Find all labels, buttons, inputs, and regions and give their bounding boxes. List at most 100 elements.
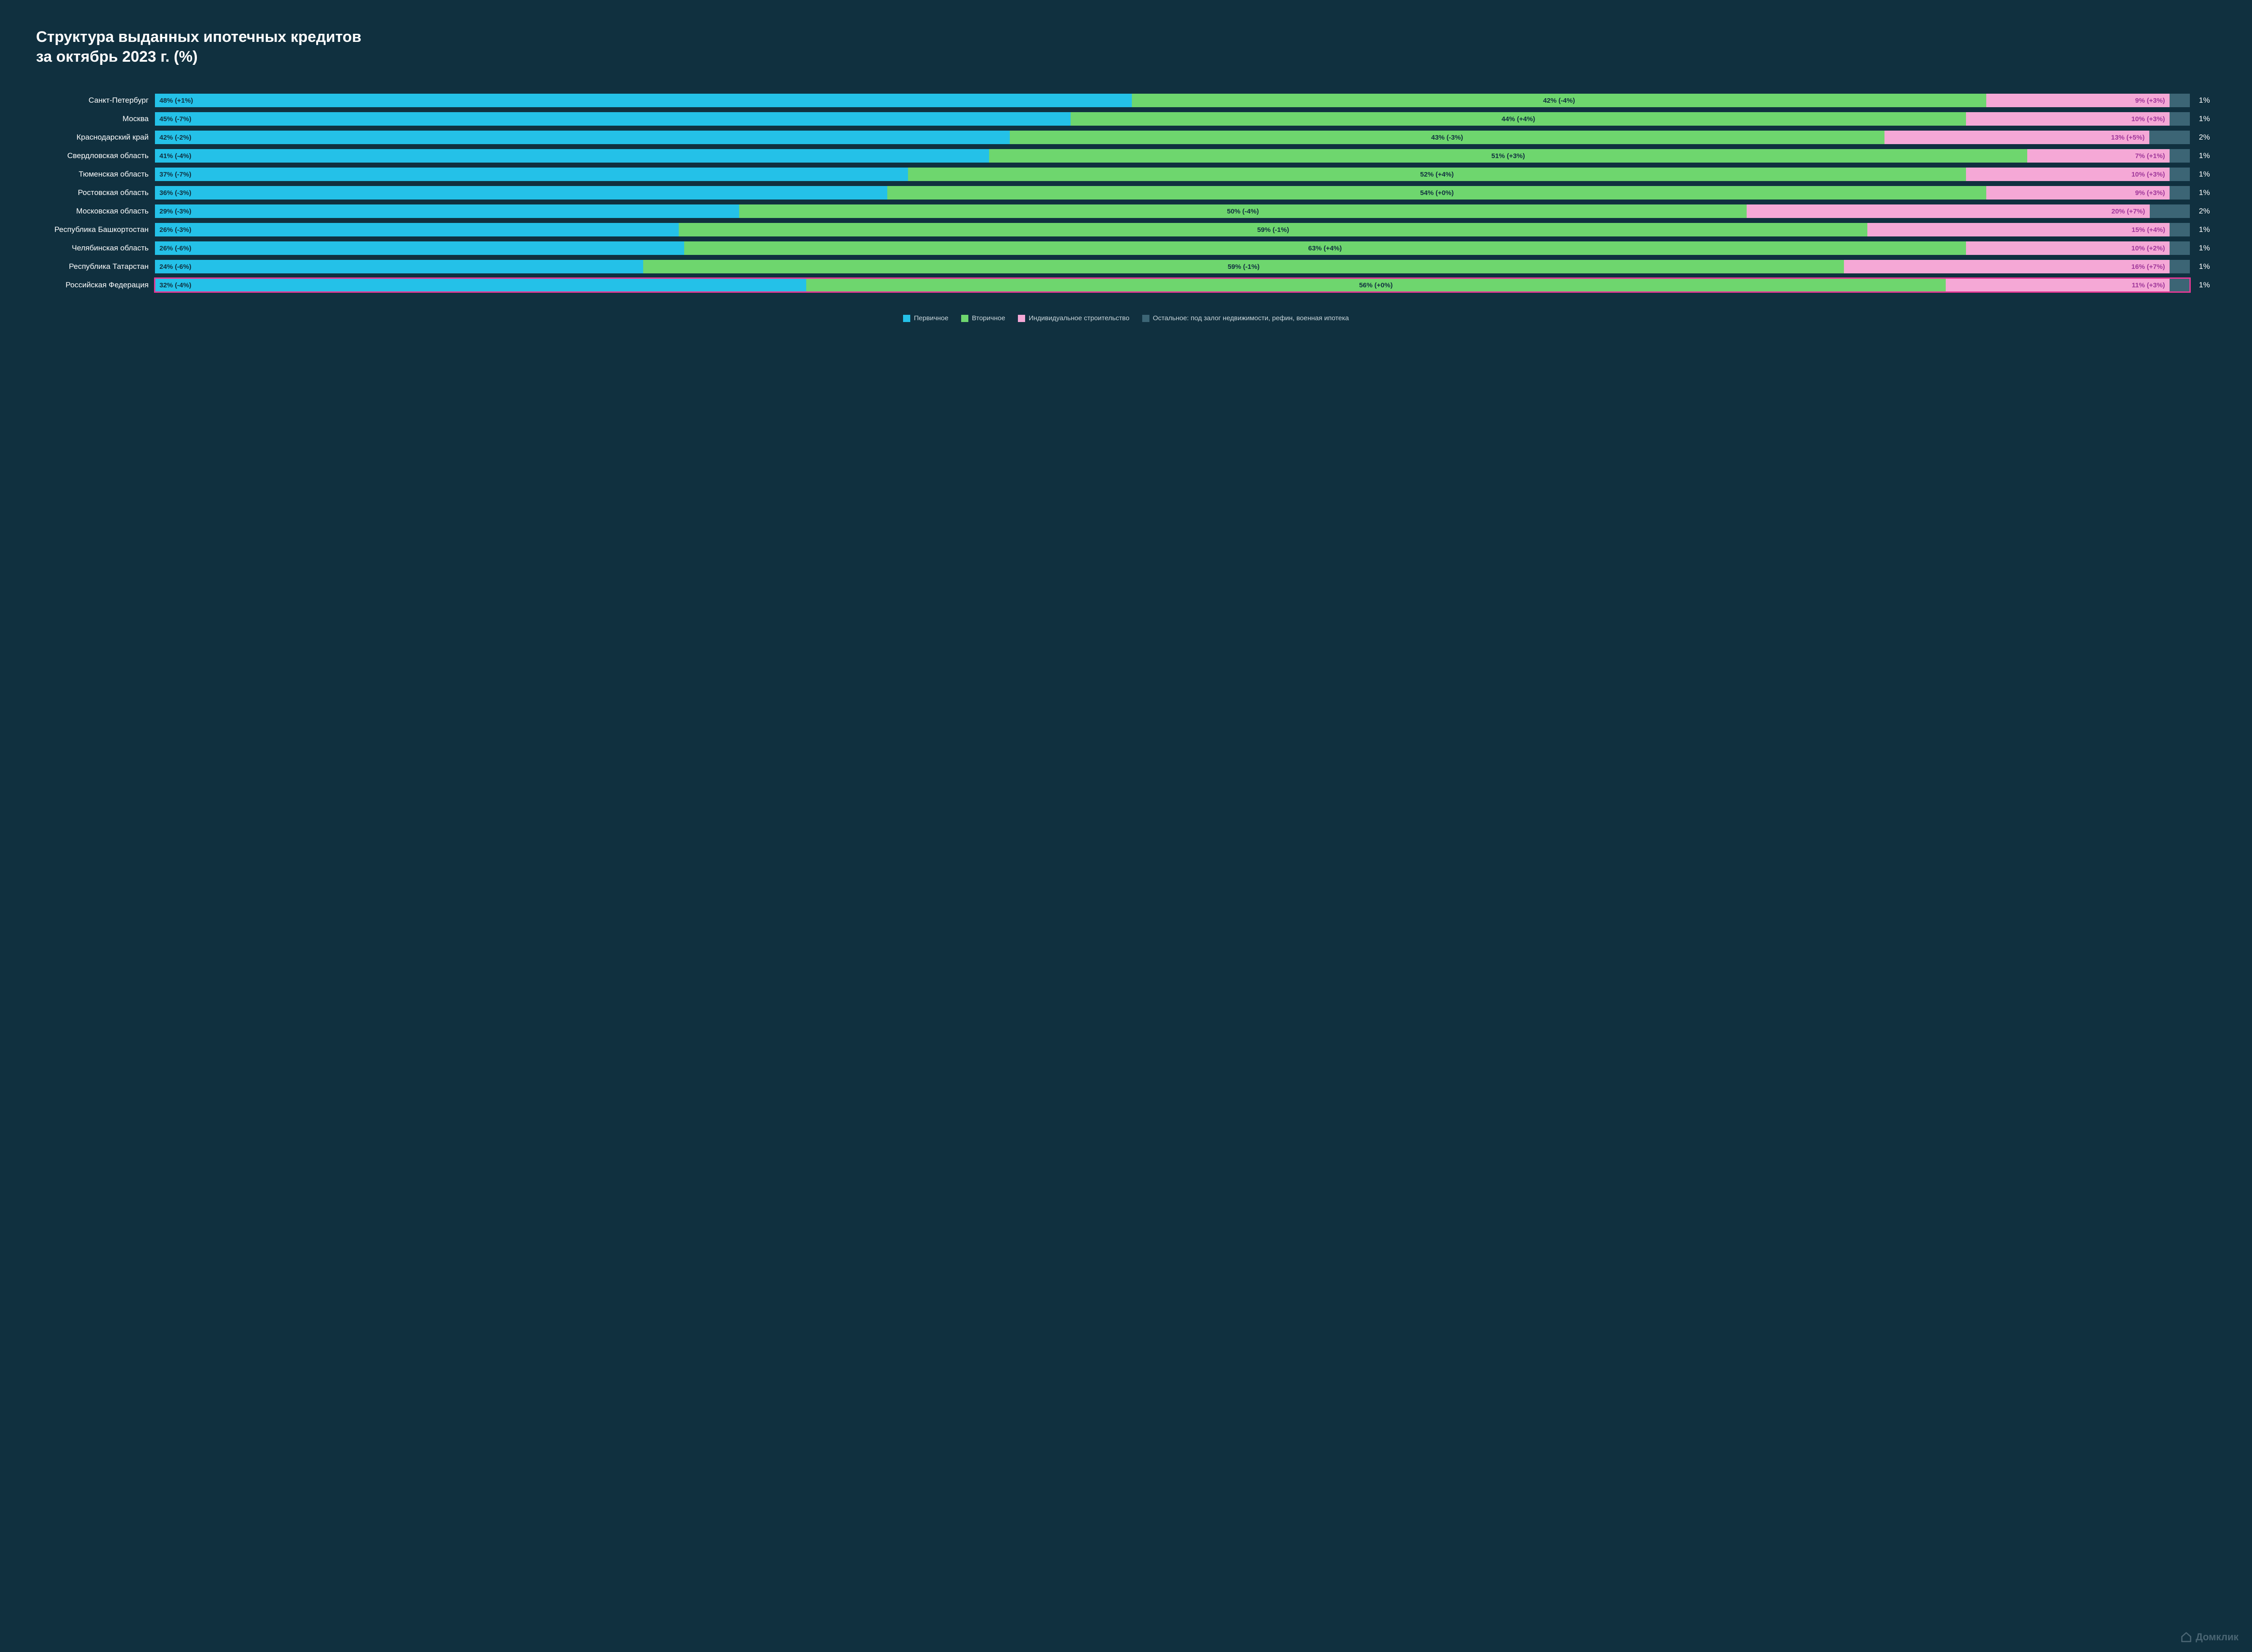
bar-segment-primary: 45% (-7%) <box>155 112 1071 126</box>
bar-segment-secondary: 52% (+4%) <box>908 168 1966 181</box>
chart-row: Челябинская область26% (-6%)63% (+4%)10%… <box>36 241 2216 255</box>
bar-segment-other <box>2150 204 2190 218</box>
bar-segment-other <box>2170 112 2190 126</box>
legend-label: Остальное: под залог недвижимости, рефин… <box>1153 314 1349 322</box>
bar-segment-individual: 20% (+7%) <box>1747 204 2150 218</box>
legend-label: Первичное <box>914 314 949 322</box>
tail-value: 1% <box>2196 244 2216 253</box>
bar-segment-primary: 26% (-6%) <box>155 241 684 255</box>
bar: 24% (-6%)59% (-1%)16% (+7%) <box>155 260 2190 273</box>
legend-item: Первичное <box>903 314 949 322</box>
bar-segment-secondary: 42% (-4%) <box>1132 94 1987 107</box>
bar-segment-primary: 42% (-2%) <box>155 131 1010 144</box>
title-line-1: Структура выданных ипотечных кредитов <box>36 28 361 45</box>
row-label: Московская область <box>36 207 149 216</box>
tail-value: 1% <box>2196 262 2216 271</box>
bar-segment-secondary: 44% (+4%) <box>1071 112 1966 126</box>
legend-item: Вторичное <box>961 314 1005 322</box>
bar-segment-individual: 10% (+3%) <box>1966 168 2170 181</box>
bar-segment-individual: 10% (+3%) <box>1966 112 2170 126</box>
legend-swatch <box>961 315 968 322</box>
bar-segment-individual: 9% (+3%) <box>1986 186 2170 200</box>
bar-segment-primary: 37% (-7%) <box>155 168 908 181</box>
chart-row: Свердловская область 41% (-4%)51% (+3%)7%… <box>36 149 2216 163</box>
bar: 36% (-3%)54% (+0%)9% (+3%) <box>155 186 2190 200</box>
bar-segment-secondary: 56% (+0%) <box>806 278 1946 292</box>
title-line-2: за октябрь 2023 г. (%) <box>36 48 198 65</box>
bar-segment-individual: 15% (+4%) <box>1867 223 2170 236</box>
bar-segment-other <box>2170 260 2190 273</box>
bar-segment-primary: 36% (-3%) <box>155 186 887 200</box>
bar-segment-secondary: 50% (-4%) <box>739 204 1747 218</box>
bar-segment-individual: 13% (+5%) <box>1884 131 2149 144</box>
bar: 26% (-6%)63% (+4%)10% (+2%) <box>155 241 2190 255</box>
bar: 32% (-4%)56% (+0%)11% (+3%) <box>155 278 2190 292</box>
chart-row: Москва 45% (-7%)44% (+4%)10% (+3%) 1% <box>36 112 2216 126</box>
bar-segment-other <box>2170 94 2190 107</box>
legend: Первичное Вторичное Индивидуальное строите… <box>36 314 2216 322</box>
domclick-logo: Домклик <box>2180 1631 2238 1643</box>
row-label: Тюменская область <box>36 170 149 179</box>
bar-segment-other <box>2170 186 2190 200</box>
bar-segment-secondary: 59% (-1%) <box>679 223 1867 236</box>
house-icon <box>2180 1631 2192 1643</box>
bar-segment-other <box>2170 241 2190 255</box>
bar-segment-primary: 24% (-6%) <box>155 260 643 273</box>
bar-segment-secondary: 51% (+3%) <box>989 149 2027 163</box>
tail-value: 1% <box>2196 151 2216 160</box>
row-label: Российская Федерация <box>36 281 149 290</box>
chart-row: Республика Татарстан 24% (-6%)59% (-1%)16… <box>36 260 2216 273</box>
row-label: Санкт-Петербург <box>36 96 149 105</box>
stacked-bar-chart: Санкт-Петербург48% (+1%)42% (-4%)9% (+3%… <box>36 94 2216 292</box>
bar: 26% (-3%)59% (-1%)15% (+4%) <box>155 223 2190 236</box>
chart-row: Санкт-Петербург 48% (+1%)42% (-4%)9% (+3%… <box>36 94 2216 107</box>
bar: 45% (-7%)44% (+4%)10% (+3%) <box>155 112 2190 126</box>
bar-segment-individual: 10% (+2%) <box>1966 241 2170 255</box>
row-label: Ростовская область <box>36 188 149 197</box>
bar-segment-secondary: 43% (-3%) <box>1010 131 1885 144</box>
logo-text: Домклик <box>2196 1631 2238 1643</box>
legend-label: Индивидуальное строительство <box>1029 314 1130 322</box>
bar-segment-primary: 48% (+1%) <box>155 94 1132 107</box>
bar-segment-other <box>2170 149 2190 163</box>
chart-row: Краснодарский край 42% (-2%)43% (-3%)13% … <box>36 131 2216 144</box>
legend-swatch <box>1142 315 1149 322</box>
tail-value: 1% <box>2196 225 2216 234</box>
tail-value: 1% <box>2196 188 2216 197</box>
bar-segment-primary: 26% (-3%) <box>155 223 679 236</box>
bar-segment-other <box>2149 131 2190 144</box>
tail-value: 2% <box>2196 133 2216 142</box>
bar-segment-primary: 41% (-4%) <box>155 149 989 163</box>
row-label: Москва <box>36 114 149 123</box>
bar: 48% (+1%)42% (-4%)9% (+3%) <box>155 94 2190 107</box>
bar-segment-individual: 16% (+7%) <box>1844 260 2170 273</box>
chart-row: Московская область 29% (-3%)50% (-4%)20% … <box>36 204 2216 218</box>
legend-swatch <box>903 315 910 322</box>
tail-value: 1% <box>2196 114 2216 123</box>
bar-segment-primary: 32% (-4%) <box>155 278 806 292</box>
bar: 41% (-4%)51% (+3%)7% (+1%) <box>155 149 2190 163</box>
bar-segment-primary: 29% (-3%) <box>155 204 739 218</box>
legend-item: Остальное: под залог недвижимости, рефин… <box>1142 314 1349 322</box>
bar: 37% (-7%)52% (+4%)10% (+3%) <box>155 168 2190 181</box>
legend-item: Индивидуальное строительство <box>1018 314 1130 322</box>
bar-segment-other <box>2170 223 2190 236</box>
row-label: Свердловская область <box>36 151 149 160</box>
bar: 29% (-3%)50% (-4%)20% (+7%) <box>155 204 2190 218</box>
bar-segment-secondary: 63% (+4%) <box>684 241 1966 255</box>
bar-segment-secondary: 54% (+0%) <box>887 186 1986 200</box>
row-label: Республика Башкортостан <box>36 225 149 234</box>
row-label: Республика Татарстан <box>36 262 149 271</box>
bar-segment-other <box>2170 278 2190 292</box>
tail-value: 1% <box>2196 170 2216 179</box>
chart-row: Республика Башкортостан 26% (-3%)59% (-1%… <box>36 223 2216 236</box>
bar-segment-secondary: 59% (-1%) <box>643 260 1844 273</box>
bar-segment-other <box>2170 168 2190 181</box>
legend-swatch <box>1018 315 1025 322</box>
bar-segment-individual: 7% (+1%) <box>2027 149 2170 163</box>
row-label: Краснодарский край <box>36 133 149 142</box>
bar-segment-individual: 9% (+3%) <box>1986 94 2170 107</box>
chart-title: Структура выданных ипотечных кредитов за… <box>36 27 2216 67</box>
tail-value: 1% <box>2196 281 2216 290</box>
legend-label: Вторичное <box>972 314 1005 322</box>
